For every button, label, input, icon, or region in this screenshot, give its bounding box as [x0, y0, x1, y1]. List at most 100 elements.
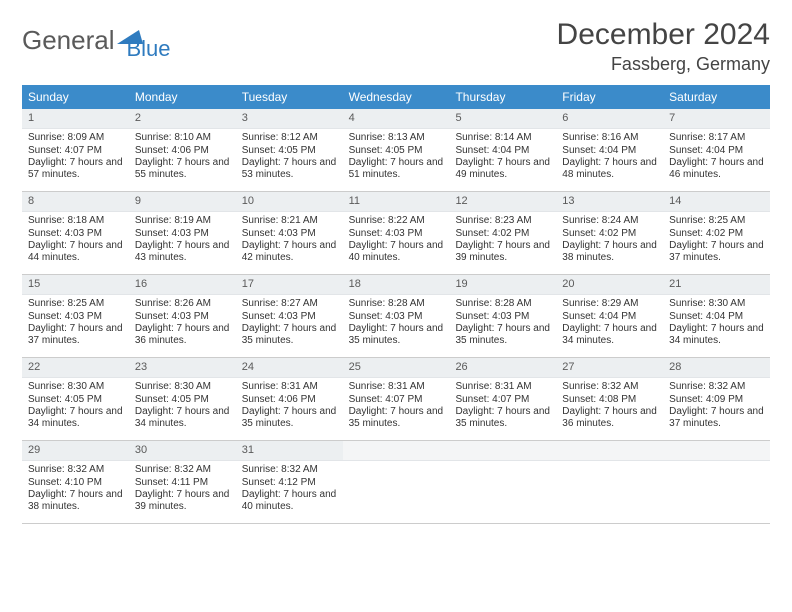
calendar-day-cell: 16Sunrise: 8:26 AMSunset: 4:03 PMDayligh…	[129, 275, 236, 357]
sunset-line: Sunset: 4:05 PM	[349, 145, 444, 157]
daylight-line: Daylight: 7 hours and 51 minutes.	[349, 157, 444, 181]
sunrise-line: Sunrise: 8:13 AM	[349, 132, 444, 144]
calendar-day-cell: 15Sunrise: 8:25 AMSunset: 4:03 PMDayligh…	[22, 275, 129, 357]
calendar-day-cell	[343, 441, 450, 523]
sunrise-line: Sunrise: 8:26 AM	[135, 298, 230, 310]
day-body: Sunrise: 8:19 AMSunset: 4:03 PMDaylight:…	[129, 212, 236, 270]
day-number: 7	[663, 109, 770, 129]
day-body: Sunrise: 8:31 AMSunset: 4:07 PMDaylight:…	[343, 378, 450, 436]
calendar-day-cell: 7Sunrise: 8:17 AMSunset: 4:04 PMDaylight…	[663, 109, 770, 191]
calendar-day-cell: 12Sunrise: 8:23 AMSunset: 4:02 PMDayligh…	[449, 192, 556, 274]
day-body: Sunrise: 8:26 AMSunset: 4:03 PMDaylight:…	[129, 295, 236, 353]
day-number	[449, 441, 556, 461]
sunset-line: Sunset: 4:05 PM	[28, 394, 123, 406]
daylight-line: Daylight: 7 hours and 40 minutes.	[242, 489, 337, 513]
day-body: Sunrise: 8:09 AMSunset: 4:07 PMDaylight:…	[22, 129, 129, 187]
month-title: December 2024	[557, 18, 770, 52]
daylight-line: Daylight: 7 hours and 35 minutes.	[349, 406, 444, 430]
daylight-line: Daylight: 7 hours and 37 minutes.	[28, 323, 123, 347]
day-body: Sunrise: 8:24 AMSunset: 4:02 PMDaylight:…	[556, 212, 663, 270]
sunrise-line: Sunrise: 8:32 AM	[562, 381, 657, 393]
calendar-day-cell: 29Sunrise: 8:32 AMSunset: 4:10 PMDayligh…	[22, 441, 129, 523]
weekday-header-row: SundayMondayTuesdayWednesdayThursdayFrid…	[22, 85, 770, 109]
calendar-day-cell	[663, 441, 770, 523]
day-body: Sunrise: 8:14 AMSunset: 4:04 PMDaylight:…	[449, 129, 556, 187]
daylight-line: Daylight: 7 hours and 37 minutes.	[669, 240, 764, 264]
calendar-week-row: 22Sunrise: 8:30 AMSunset: 4:05 PMDayligh…	[22, 358, 770, 441]
daylight-line: Daylight: 7 hours and 35 minutes.	[242, 406, 337, 430]
daylight-line: Daylight: 7 hours and 42 minutes.	[242, 240, 337, 264]
calendar-day-cell	[556, 441, 663, 523]
day-number: 9	[129, 192, 236, 212]
sunset-line: Sunset: 4:11 PM	[135, 477, 230, 489]
sunrise-line: Sunrise: 8:23 AM	[455, 215, 550, 227]
day-number	[663, 441, 770, 461]
calendar-day-cell: 5Sunrise: 8:14 AMSunset: 4:04 PMDaylight…	[449, 109, 556, 191]
day-number: 12	[449, 192, 556, 212]
day-number: 5	[449, 109, 556, 129]
day-body: Sunrise: 8:31 AMSunset: 4:06 PMDaylight:…	[236, 378, 343, 436]
day-body: Sunrise: 8:21 AMSunset: 4:03 PMDaylight:…	[236, 212, 343, 270]
day-body: Sunrise: 8:12 AMSunset: 4:05 PMDaylight:…	[236, 129, 343, 187]
day-body: Sunrise: 8:25 AMSunset: 4:02 PMDaylight:…	[663, 212, 770, 270]
day-body: Sunrise: 8:30 AMSunset: 4:04 PMDaylight:…	[663, 295, 770, 353]
sunrise-line: Sunrise: 8:16 AM	[562, 132, 657, 144]
daylight-line: Daylight: 7 hours and 34 minutes.	[135, 406, 230, 430]
sunrise-line: Sunrise: 8:18 AM	[28, 215, 123, 227]
day-number: 13	[556, 192, 663, 212]
sunrise-line: Sunrise: 8:31 AM	[349, 381, 444, 393]
sunset-line: Sunset: 4:05 PM	[242, 145, 337, 157]
calendar-day-cell: 31Sunrise: 8:32 AMSunset: 4:12 PMDayligh…	[236, 441, 343, 523]
sunset-line: Sunset: 4:02 PM	[669, 228, 764, 240]
weekday-header: Saturday	[663, 85, 770, 109]
calendar-day-cell: 21Sunrise: 8:30 AMSunset: 4:04 PMDayligh…	[663, 275, 770, 357]
sunset-line: Sunset: 4:04 PM	[562, 145, 657, 157]
day-body: Sunrise: 8:28 AMSunset: 4:03 PMDaylight:…	[449, 295, 556, 353]
day-number: 23	[129, 358, 236, 378]
day-number: 22	[22, 358, 129, 378]
sunset-line: Sunset: 4:07 PM	[349, 394, 444, 406]
day-number: 10	[236, 192, 343, 212]
sunset-line: Sunset: 4:04 PM	[562, 311, 657, 323]
day-body: Sunrise: 8:31 AMSunset: 4:07 PMDaylight:…	[449, 378, 556, 436]
sunrise-line: Sunrise: 8:14 AM	[455, 132, 550, 144]
calendar-day-cell: 11Sunrise: 8:22 AMSunset: 4:03 PMDayligh…	[343, 192, 450, 274]
daylight-line: Daylight: 7 hours and 44 minutes.	[28, 240, 123, 264]
sunset-line: Sunset: 4:03 PM	[242, 228, 337, 240]
calendar-week-row: 8Sunrise: 8:18 AMSunset: 4:03 PMDaylight…	[22, 192, 770, 275]
day-number: 6	[556, 109, 663, 129]
day-body: Sunrise: 8:29 AMSunset: 4:04 PMDaylight:…	[556, 295, 663, 353]
calendar-day-cell: 30Sunrise: 8:32 AMSunset: 4:11 PMDayligh…	[129, 441, 236, 523]
day-body: Sunrise: 8:10 AMSunset: 4:06 PMDaylight:…	[129, 129, 236, 187]
sunrise-line: Sunrise: 8:32 AM	[28, 464, 123, 476]
daylight-line: Daylight: 7 hours and 57 minutes.	[28, 157, 123, 181]
sunset-line: Sunset: 4:03 PM	[135, 311, 230, 323]
sunrise-line: Sunrise: 8:32 AM	[669, 381, 764, 393]
calendar-day-cell: 19Sunrise: 8:28 AMSunset: 4:03 PMDayligh…	[449, 275, 556, 357]
sunset-line: Sunset: 4:04 PM	[455, 145, 550, 157]
sunset-line: Sunset: 4:02 PM	[455, 228, 550, 240]
daylight-line: Daylight: 7 hours and 35 minutes.	[455, 406, 550, 430]
daylight-line: Daylight: 7 hours and 48 minutes.	[562, 157, 657, 181]
calendar-day-cell: 24Sunrise: 8:31 AMSunset: 4:06 PMDayligh…	[236, 358, 343, 440]
day-body: Sunrise: 8:32 AMSunset: 4:08 PMDaylight:…	[556, 378, 663, 436]
calendar-day-cell: 25Sunrise: 8:31 AMSunset: 4:07 PMDayligh…	[343, 358, 450, 440]
daylight-line: Daylight: 7 hours and 37 minutes.	[669, 406, 764, 430]
day-number: 28	[663, 358, 770, 378]
calendar-day-cell: 13Sunrise: 8:24 AMSunset: 4:02 PMDayligh…	[556, 192, 663, 274]
calendar-week-row: 15Sunrise: 8:25 AMSunset: 4:03 PMDayligh…	[22, 275, 770, 358]
sunrise-line: Sunrise: 8:31 AM	[455, 381, 550, 393]
daylight-line: Daylight: 7 hours and 49 minutes.	[455, 157, 550, 181]
sunrise-line: Sunrise: 8:17 AM	[669, 132, 764, 144]
daylight-line: Daylight: 7 hours and 39 minutes.	[135, 489, 230, 513]
calendar-day-cell: 26Sunrise: 8:31 AMSunset: 4:07 PMDayligh…	[449, 358, 556, 440]
day-body: Sunrise: 8:32 AMSunset: 4:11 PMDaylight:…	[129, 461, 236, 519]
sunrise-line: Sunrise: 8:28 AM	[455, 298, 550, 310]
day-number: 11	[343, 192, 450, 212]
sunset-line: Sunset: 4:09 PM	[669, 394, 764, 406]
sunrise-line: Sunrise: 8:30 AM	[135, 381, 230, 393]
day-number: 18	[343, 275, 450, 295]
sunset-line: Sunset: 4:05 PM	[135, 394, 230, 406]
sunrise-line: Sunrise: 8:32 AM	[135, 464, 230, 476]
sunrise-line: Sunrise: 8:24 AM	[562, 215, 657, 227]
